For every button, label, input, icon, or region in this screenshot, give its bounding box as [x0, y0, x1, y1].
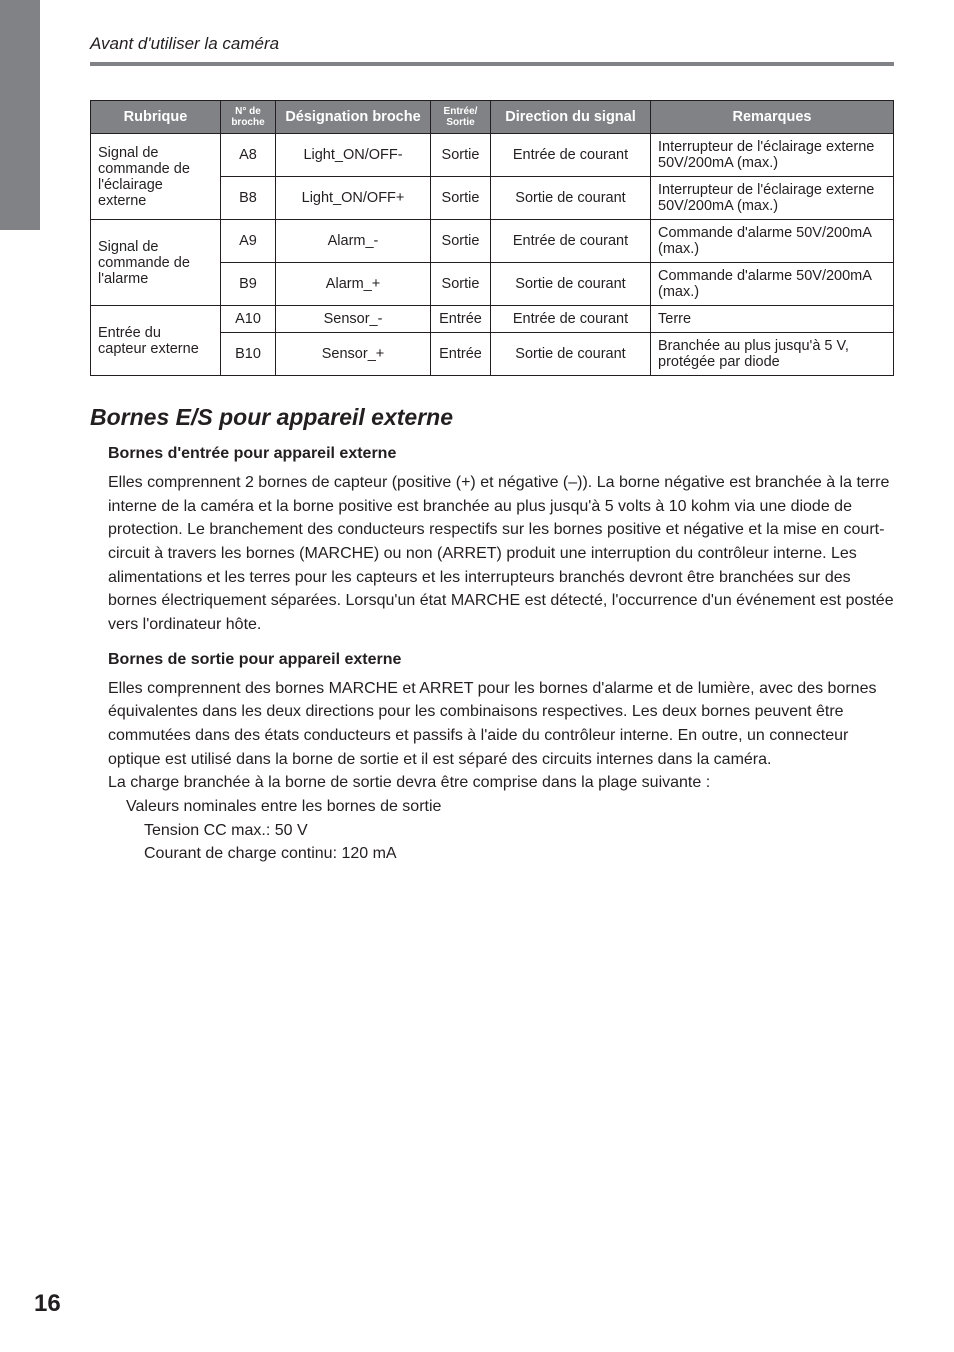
paragraph-input: Elles comprennent 2 bornes de capteur (p…	[108, 471, 894, 637]
page-number: 16	[34, 1290, 61, 1318]
cell-num: A8	[221, 134, 276, 177]
th-direction: Direction du signal	[491, 101, 651, 134]
cell-es: Sortie	[431, 134, 491, 177]
paragraph-output-1: Elles comprennent des bornes MARCHE et A…	[108, 677, 894, 772]
cell-dir: Sortie de courant	[491, 177, 651, 220]
th-remarques: Remarques	[651, 101, 894, 134]
page: Avant d'utiliser la caméra Rubrique N° d…	[0, 0, 954, 1352]
cell-dir: Sortie de courant	[491, 263, 651, 306]
cell-num: B9	[221, 263, 276, 306]
cell-des: Light_ON/OFF-	[276, 134, 431, 177]
table-row: Signal de commande de l'alarme A9 Alarm_…	[91, 220, 894, 263]
cell-dir: Entrée de courant	[491, 220, 651, 263]
cell-dir: Entrée de courant	[491, 134, 651, 177]
cell-es: Sortie	[431, 220, 491, 263]
cell-es: Entrée	[431, 306, 491, 333]
paragraph-output-2: La charge branchée à la borne de sortie …	[108, 771, 894, 795]
side-tab	[0, 0, 40, 230]
cell-rem: Terre	[651, 306, 894, 333]
cell-rubrique: Signal de commande de l'alarme	[91, 220, 221, 306]
cell-rem: Interrupteur de l'éclairage externe 50V/…	[651, 177, 894, 220]
cell-es: Sortie	[431, 177, 491, 220]
cell-des: Sensor_-	[276, 306, 431, 333]
cell-dir: Sortie de courant	[491, 333, 651, 376]
th-num: N° de broche	[221, 101, 276, 134]
cell-rubrique: Signal de commande de l'éclairage extern…	[91, 134, 221, 220]
spec-line-current: Courant de charge continu: 120 mA	[144, 842, 894, 866]
cell-des: Sensor_+	[276, 333, 431, 376]
table-row: Entrée du capteur externe A10 Sensor_- E…	[91, 306, 894, 333]
header-rule	[90, 62, 894, 66]
subsection-heading-input: Bornes d'entrée pour appareil externe	[108, 445, 894, 463]
pin-table: Rubrique N° de broche Désignation broche…	[90, 100, 894, 376]
cell-es: Entrée	[431, 333, 491, 376]
cell-rem: Interrupteur de l'éclairage externe 50V/…	[651, 134, 894, 177]
th-designation: Désignation broche	[276, 101, 431, 134]
cell-des: Alarm_+	[276, 263, 431, 306]
cell-des: Light_ON/OFF+	[276, 177, 431, 220]
cell-rem: Branchée au plus jusqu'à 5 V, protégée p…	[651, 333, 894, 376]
section-heading: Bornes E/S pour appareil externe	[90, 404, 894, 431]
spec-line-voltage: Tension CC max.: 50 V	[144, 819, 894, 843]
running-header: Avant d'utiliser la caméra	[90, 34, 279, 54]
cell-des: Alarm_-	[276, 220, 431, 263]
content-area: Rubrique N° de broche Désignation broche…	[90, 100, 894, 866]
cell-rem: Commande d'alarme 50V/200mA (max.)	[651, 263, 894, 306]
table-header-row: Rubrique N° de broche Désignation broche…	[91, 101, 894, 134]
spec-line-heading: Valeurs nominales entre les bornes de so…	[126, 795, 894, 819]
subsection-heading-output: Bornes de sortie pour appareil externe	[108, 651, 894, 669]
th-es: Entrée/ Sortie	[431, 101, 491, 134]
table-row: Signal de commande de l'éclairage extern…	[91, 134, 894, 177]
cell-num: B10	[221, 333, 276, 376]
cell-rem: Commande d'alarme 50V/200mA (max.)	[651, 220, 894, 263]
th-rubrique: Rubrique	[91, 101, 221, 134]
cell-es: Sortie	[431, 263, 491, 306]
cell-rubrique: Entrée du capteur externe	[91, 306, 221, 376]
cell-num: B8	[221, 177, 276, 220]
cell-num: A9	[221, 220, 276, 263]
cell-num: A10	[221, 306, 276, 333]
cell-dir: Entrée de courant	[491, 306, 651, 333]
